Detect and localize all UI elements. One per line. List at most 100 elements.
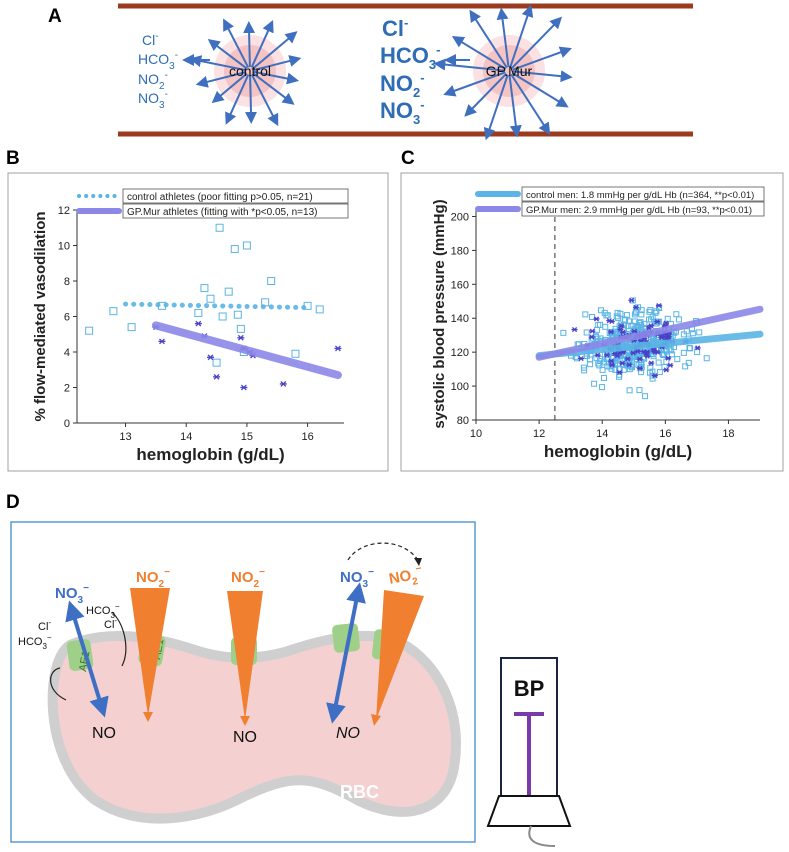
data-point	[215, 223, 224, 232]
data-point	[664, 315, 671, 322]
efflux-arrow	[469, 9, 508, 69]
data-point	[594, 326, 601, 333]
data-point	[619, 329, 626, 335]
efflux-arrow	[464, 73, 507, 117]
chart-c: 80 100 120 140 160 180 200 10 12 14 16 18 hemoglobin…	[431, 186, 765, 461]
data-point	[696, 329, 703, 336]
data-point	[593, 316, 600, 322]
data-point	[631, 318, 638, 325]
efflux-arrow	[511, 72, 569, 108]
data-point	[600, 374, 607, 381]
efflux-arrow	[483, 74, 509, 141]
data-point	[631, 328, 638, 334]
data-point	[636, 356, 643, 362]
nitrite-label-3: NO2−	[387, 563, 425, 592]
data-point	[291, 349, 300, 358]
efflux-arrow	[508, 74, 522, 138]
data-point	[632, 304, 639, 310]
legend-label: GP.Mur men: 2.9 mmHg per g/dL Hb (n=93, …	[526, 205, 752, 216]
data-point	[617, 326, 624, 332]
y-tick-label: 2	[64, 383, 70, 395]
x-axis-label: hemoglobin (g/dL)	[544, 442, 692, 461]
fit-line	[123, 301, 311, 311]
data-point	[580, 364, 587, 371]
no-product-1: NO	[92, 725, 116, 742]
y-tick-label: 10	[58, 241, 70, 253]
data-point	[642, 393, 649, 400]
data-point	[599, 384, 606, 391]
panel-a-letter: A	[48, 6, 62, 27]
data-point	[587, 361, 594, 368]
data-point	[624, 356, 631, 362]
data-point	[611, 351, 618, 357]
nitrite-funnel-2	[227, 591, 263, 720]
y-tick-label: 160	[451, 279, 469, 291]
data-point	[618, 323, 625, 329]
data-point	[578, 356, 585, 362]
gpmur-label: GP.Mur	[486, 63, 533, 79]
data-point	[674, 356, 681, 363]
efflux-arrow	[211, 72, 248, 104]
data-point	[685, 359, 692, 366]
nitrate-arrow-1	[65, 600, 109, 718]
efflux-arrow	[225, 74, 250, 125]
nitrite-label-1: NO2−	[136, 567, 170, 590]
efflux-arrow	[443, 71, 506, 97]
data-point	[682, 363, 689, 370]
data-point	[647, 369, 654, 376]
rbc-label: RBC	[340, 782, 379, 802]
data-point	[673, 311, 680, 318]
x-tick-label: 13	[119, 431, 131, 443]
svg-text:NO2-: NO2-	[380, 70, 425, 100]
data-point	[218, 312, 227, 321]
efflux-arrow	[509, 4, 534, 68]
data-point	[279, 381, 287, 387]
svg-text:NO3-: NO3-	[380, 97, 425, 127]
data-point	[597, 307, 604, 314]
data-point	[628, 297, 635, 303]
legend-box	[521, 201, 765, 217]
panel-d: RBC AE1 AE1 NO3− NO2− NO2− NO3− NO2−	[10, 521, 476, 843]
efflux-arrow	[496, 7, 510, 68]
data-point	[594, 352, 601, 358]
data-point	[664, 334, 671, 340]
fit-line	[535, 305, 764, 361]
nitrite-funnel-1	[130, 588, 170, 716]
svg-text:Cl-: Cl-	[142, 31, 159, 48]
gpmur-arrows	[433, 4, 573, 141]
data-point	[236, 324, 245, 333]
panel-c-frame	[400, 172, 784, 472]
bp-hose	[528, 825, 556, 847]
legend-label: control athletes (poor fitting p>0.05, n…	[127, 192, 313, 203]
data-point	[694, 345, 701, 351]
efflux-arrow	[252, 31, 298, 70]
data-point	[230, 245, 239, 254]
data-point	[604, 352, 611, 358]
data-point	[609, 362, 616, 368]
legend-box	[122, 188, 349, 204]
data-point	[617, 310, 624, 317]
data-point	[663, 367, 670, 373]
data-point	[644, 353, 651, 359]
data-point	[599, 366, 606, 373]
recycle-arrow	[347, 542, 419, 561]
efflux-arrow	[252, 72, 295, 105]
legend-box	[122, 203, 349, 219]
cl-label-left: Cl-	[38, 618, 51, 633]
x-tick-label: 14	[596, 428, 608, 440]
data-point	[597, 321, 604, 328]
bp-label: BP	[514, 676, 545, 701]
data-point	[630, 350, 637, 356]
control-arrows	[182, 18, 302, 127]
svg-text:NO2-: NO2-	[138, 70, 168, 92]
data-point	[588, 334, 595, 340]
data-point	[667, 362, 674, 368]
exchange-curve-1	[50, 667, 67, 701]
efflux-arrow	[250, 74, 279, 127]
y-tick-label: 8	[64, 276, 70, 288]
data-point	[194, 320, 202, 327]
efflux-arrow	[253, 55, 302, 71]
panel-b-letter: B	[6, 148, 20, 169]
efflux-arrow	[223, 18, 250, 68]
